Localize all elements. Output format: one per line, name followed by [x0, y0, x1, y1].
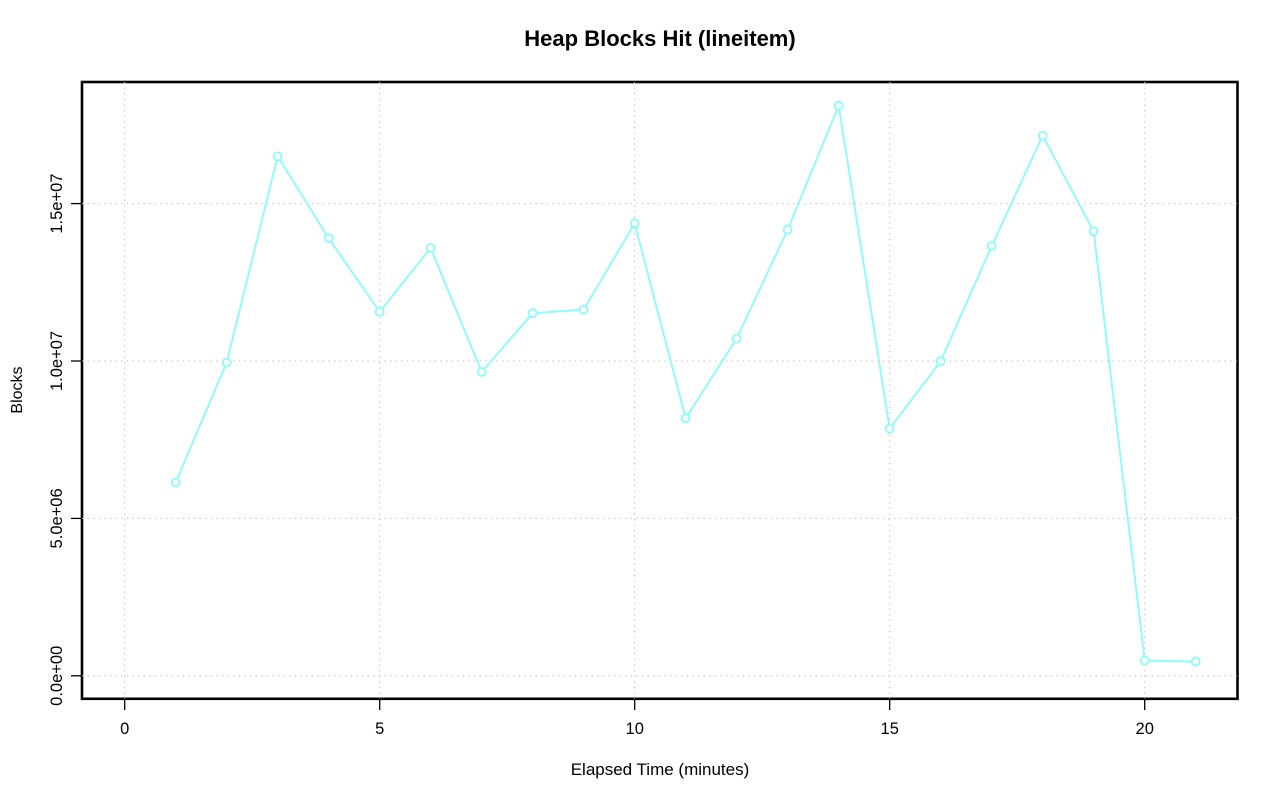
svg-text:Elapsed Time (minutes): Elapsed Time (minutes): [571, 760, 750, 779]
svg-text:5.0e+06: 5.0e+06: [48, 488, 66, 548]
svg-text:5: 5: [375, 720, 384, 738]
svg-text:0.0e+00: 0.0e+00: [48, 646, 66, 706]
svg-text:10: 10: [626, 720, 644, 738]
svg-text:15: 15: [881, 720, 899, 738]
svg-text:1.5e+07: 1.5e+07: [48, 174, 66, 234]
svg-text:0: 0: [120, 720, 129, 738]
svg-text:Blocks: Blocks: [9, 366, 26, 413]
svg-text:1.0e+07: 1.0e+07: [48, 331, 66, 391]
svg-text:20: 20: [1136, 720, 1154, 738]
